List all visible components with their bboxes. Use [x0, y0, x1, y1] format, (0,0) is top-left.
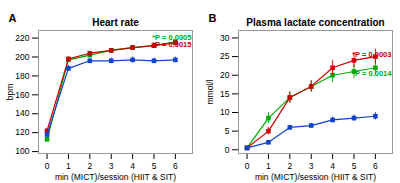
svg-text:bpm: bpm [5, 84, 15, 101]
svg-text:4: 4 [130, 161, 135, 171]
svg-text:min (MICT)/session (HIIT & SIT: min (MICT)/session (HIIT & SIT) [55, 172, 176, 182]
svg-text:*P = 0.0014: *P = 0.0014 [352, 69, 392, 78]
svg-text:160: 160 [15, 90, 29, 100]
svg-text:100: 100 [15, 146, 29, 156]
svg-text:0: 0 [225, 144, 230, 154]
svg-text:2: 2 [287, 161, 292, 171]
svg-text:120: 120 [15, 127, 29, 137]
svg-text:0: 0 [245, 161, 250, 171]
svg-text:1: 1 [66, 161, 71, 171]
svg-text:20: 20 [220, 70, 230, 80]
svg-text:6: 6 [373, 161, 378, 171]
svg-text:*P = 0.0015: *P = 0.0015 [152, 40, 191, 49]
svg-text:1: 1 [266, 161, 271, 171]
svg-text:Heart rate: Heart rate [92, 17, 139, 28]
svg-text:B: B [209, 12, 217, 24]
svg-text:15: 15 [220, 89, 230, 99]
svg-text:0: 0 [45, 161, 50, 171]
svg-text:min (MICT)/session (HIIT & SIT: min (MICT)/session (HIIT & SIT) [255, 172, 376, 182]
svg-text:mmol/l: mmol/l [205, 79, 215, 104]
svg-text:3: 3 [309, 161, 314, 171]
svg-text:5: 5 [352, 161, 357, 171]
svg-text:140: 140 [15, 108, 29, 118]
svg-text:5: 5 [225, 126, 230, 136]
svg-text:4: 4 [330, 161, 335, 171]
svg-text:200: 200 [15, 52, 29, 62]
svg-text:*P = 0.0005: *P = 0.0005 [152, 33, 192, 43]
svg-text:180: 180 [15, 71, 29, 81]
svg-text:30: 30 [220, 33, 230, 43]
svg-text:6: 6 [173, 161, 178, 171]
svg-text:25: 25 [220, 51, 230, 61]
svg-text:10: 10 [220, 107, 230, 117]
svg-text:5: 5 [152, 161, 157, 171]
svg-text:220: 220 [15, 33, 29, 43]
svg-text:2: 2 [87, 161, 92, 171]
svg-text:3: 3 [109, 161, 114, 171]
svg-text:Plasma lactate concentration: Plasma lactate concentration [246, 17, 384, 28]
svg-text:*P = 0.0003: *P = 0.0003 [352, 50, 391, 59]
svg-text:A: A [9, 12, 17, 24]
